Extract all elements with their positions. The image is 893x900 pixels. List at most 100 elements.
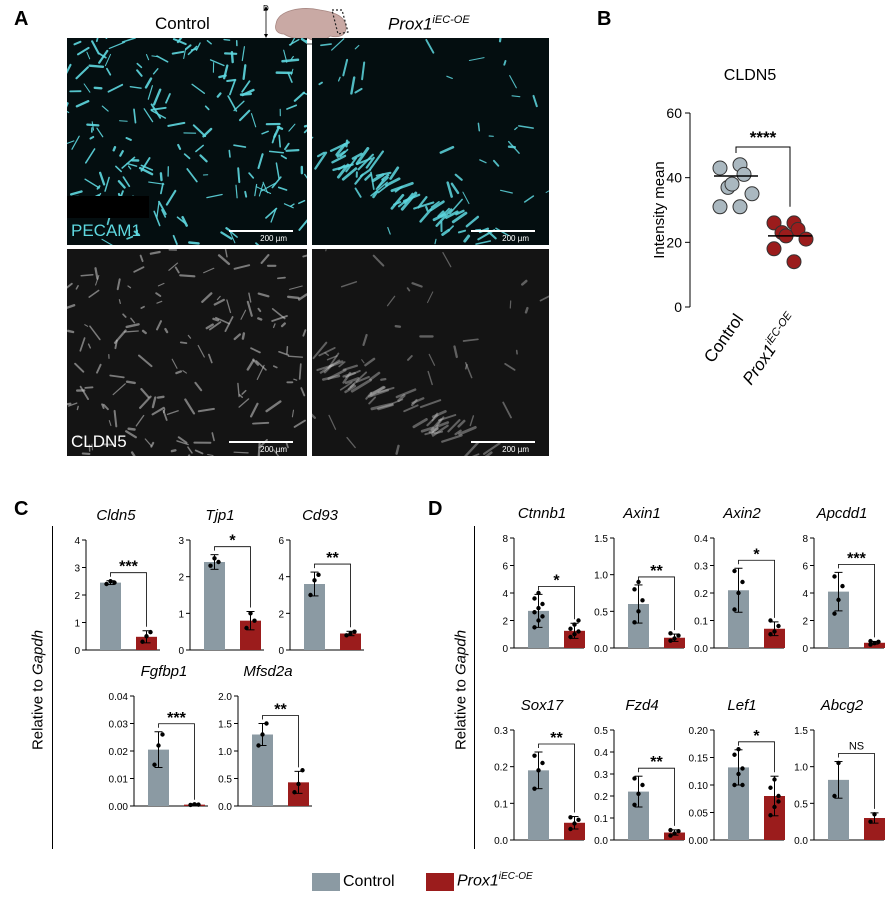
data-point: [732, 568, 737, 574]
data-point: [840, 583, 845, 589]
data-point: [868, 638, 873, 644]
y-tick-label: 2: [802, 617, 808, 628]
data-point: [798, 231, 814, 247]
y-tick-label: 2.0: [218, 692, 232, 703]
y-tick-label: 0: [674, 299, 682, 315]
data-point: [144, 634, 149, 639]
y-tick-label: 0.03: [109, 720, 129, 731]
y-tick-label: 0.5: [794, 799, 808, 810]
y-tick-label: 0.3: [694, 562, 708, 573]
bar: [764, 796, 785, 840]
data-point: [568, 634, 573, 640]
y-tick-label: 2: [74, 591, 80, 602]
data-point: [744, 186, 760, 202]
significance-label: ***: [167, 710, 186, 727]
scale-bar: [229, 441, 293, 443]
bar: [728, 590, 749, 648]
data-point: [348, 631, 353, 636]
legend-label-prox1: Prox1iEC-OE: [457, 871, 533, 890]
y-tick-label: 1: [74, 619, 80, 630]
gene-title: Ctnnb1: [518, 505, 566, 522]
panel-c-charts: Cldn5 0 1 2 3 4 *** Tjp1 0 1 2 3 * Cd93 0 2 4 6 ** Fgfbp1 0.…: [56, 500, 392, 860]
data-point: [776, 799, 781, 804]
y-tick-label: 0.20: [689, 726, 709, 737]
y-tick-label: 0.5: [594, 726, 608, 737]
y-tick-label: 0: [178, 646, 184, 657]
significance-bracket: [638, 767, 675, 826]
data-point: [640, 598, 645, 603]
data-point: [316, 572, 321, 578]
y-tick-label: 8: [502, 534, 508, 545]
data-point: [732, 752, 737, 757]
data-point: [568, 815, 573, 820]
data-point: [872, 812, 877, 817]
y-tick-label: 0.5: [594, 607, 608, 618]
significance-bracket: [638, 576, 675, 631]
y-tick-label: 0.0: [694, 644, 708, 655]
legend-swatch-prox1: [426, 873, 454, 891]
data-point: [836, 760, 841, 766]
gene-title: Cldn5: [96, 507, 136, 524]
y-tick-label: 4: [802, 589, 808, 600]
y-tick-label: 0: [278, 646, 284, 657]
y-tick-label: 0: [502, 644, 508, 655]
y-tick-label: 40: [666, 170, 682, 186]
data-point: [532, 786, 537, 791]
y-tick-label: 4: [278, 573, 284, 584]
data-point: [832, 574, 837, 579]
y-tick-label: 0.00: [689, 836, 709, 847]
data-point: [532, 610, 537, 615]
y-tick-label: 1.5: [218, 720, 232, 731]
data-point: [724, 176, 740, 192]
data-point: [632, 587, 637, 592]
significance-label: *: [753, 546, 760, 563]
data-point: [868, 642, 873, 647]
data-point: [244, 625, 249, 631]
significance-bracket: [838, 753, 875, 809]
y-tick-label: 0.4: [694, 534, 708, 545]
gene-title: Fgfbp1: [141, 663, 188, 680]
data-point: [532, 753, 537, 758]
data-point: [868, 819, 873, 824]
y-tick-label: 0.10: [689, 781, 709, 792]
gene-title: Lef1: [727, 697, 756, 714]
data-point: [736, 590, 741, 596]
significance-bracket: [738, 741, 775, 773]
data-point: [632, 776, 637, 781]
data-point: [140, 639, 145, 644]
micrograph-control-cldn5: CLDN5 200 µm: [67, 249, 307, 456]
label-pecam1: PECAM1: [71, 221, 141, 240]
data-point: [740, 782, 745, 788]
data-point: [576, 629, 581, 634]
y-tick-label: 0.0: [594, 836, 608, 847]
y-tick-label: 2: [278, 609, 284, 620]
data-point: [536, 590, 541, 596]
scale-bar-text: 200 µm: [502, 234, 529, 243]
data-point: [568, 826, 573, 832]
y-tick-label: 0.1: [594, 814, 608, 825]
panel-c-divider: [52, 526, 53, 849]
bar: [564, 630, 585, 648]
y-tick-label: 20: [666, 234, 682, 250]
category-superscript: iEC-OE: [764, 309, 796, 347]
data-point: [252, 618, 257, 623]
data-point: [776, 623, 781, 629]
y-tick-label: 0.1: [694, 617, 708, 628]
legend-swatch-control: [312, 873, 340, 891]
significance-bracket: [735, 146, 791, 207]
gene-title: Mfsd2a: [243, 663, 292, 680]
data-point: [192, 802, 197, 807]
significance-label: **: [274, 702, 287, 719]
bar: [528, 610, 549, 648]
column-title-control: Control: [155, 14, 210, 33]
scale-bar: [471, 230, 535, 232]
significance-label: **: [650, 563, 663, 580]
significance-bracket: [262, 715, 299, 768]
column-title-prox1: Prox1iEC-OE: [388, 14, 470, 34]
data-point: [264, 721, 269, 726]
panel-c-ylabel: Relative to Gapdh: [29, 629, 47, 751]
significance-label: *: [553, 572, 560, 589]
data-point: [732, 782, 737, 788]
significance-bracket: [738, 559, 775, 618]
data-point: [256, 743, 261, 748]
